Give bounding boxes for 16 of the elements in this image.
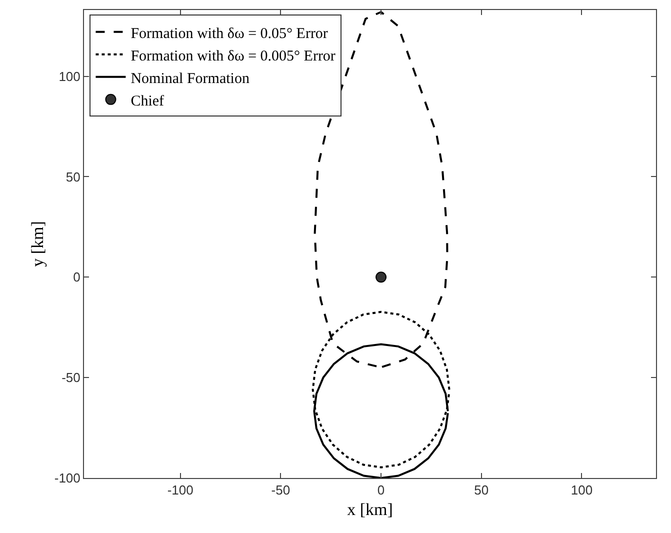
x-tick-label: -50 [271, 482, 290, 498]
legend-label: Formation with δω = 0.005° Error [130, 48, 336, 64]
legend-label: Formation with δω = 0.05° Error [130, 26, 328, 42]
legend-label: Chief [130, 93, 164, 110]
x-axis-title: x [km] [347, 500, 393, 519]
y-tick-label: -100 [54, 470, 80, 486]
y-tick-label: 50 [66, 169, 80, 184]
x-tick-label: 50 [474, 482, 489, 498]
y-tick-label: 0 [73, 270, 80, 285]
x-tick-label: -100 [167, 482, 194, 498]
x-tick-label: 0 [377, 482, 385, 498]
legend-label: Nominal Formation [130, 70, 250, 87]
y-axis-title: y [km] [28, 221, 47, 267]
y-tick-label: 100 [58, 68, 80, 84]
y-tick-label: -50 [62, 370, 80, 386]
x-tick-label: 100 [570, 482, 593, 498]
